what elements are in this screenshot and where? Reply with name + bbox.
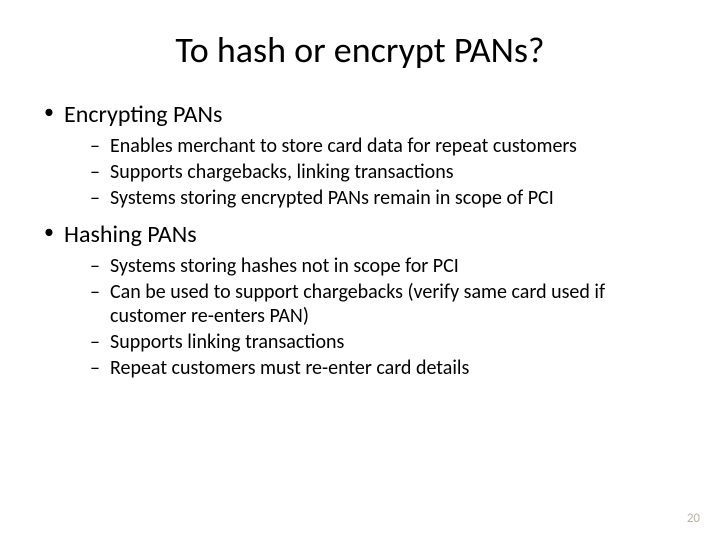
bullet-label: Hashing PANs (64, 220, 197, 249)
bullet-label: Encrypting PANs (64, 100, 222, 129)
sub-bullet-list: Enables merchant to store card data for … (64, 134, 680, 210)
sub-bullet-item: Systems storing hashes not in scope for … (88, 254, 680, 278)
slide-body: Encrypting PANs Enables merchant to stor… (0, 82, 720, 380)
bullet-item: Encrypting PANs Enables merchant to stor… (40, 100, 680, 210)
bullet-item: Hashing PANs Systems storing hashes not … (40, 220, 680, 380)
sub-bullet-list: Systems storing hashes not in scope for … (64, 254, 680, 380)
sub-bullet-item: Supports chargebacks, linking transactio… (88, 160, 680, 184)
sub-bullet-item: Can be used to support chargebacks (veri… (88, 280, 680, 328)
sub-bullet-item: Enables merchant to store card data for … (88, 134, 680, 158)
slide: To hash or encrypt PANs? Encrypting PANs… (0, 0, 720, 540)
sub-bullet-item: Systems storing encrypted PANs remain in… (88, 186, 680, 210)
sub-bullet-item: Supports linking transactions (88, 330, 680, 354)
sub-bullet-item: Repeat customers must re-enter card deta… (88, 356, 680, 380)
bullet-list: Encrypting PANs Enables merchant to stor… (40, 100, 680, 380)
page-number: 20 (687, 511, 700, 526)
slide-title: To hash or encrypt PANs? (0, 0, 720, 82)
